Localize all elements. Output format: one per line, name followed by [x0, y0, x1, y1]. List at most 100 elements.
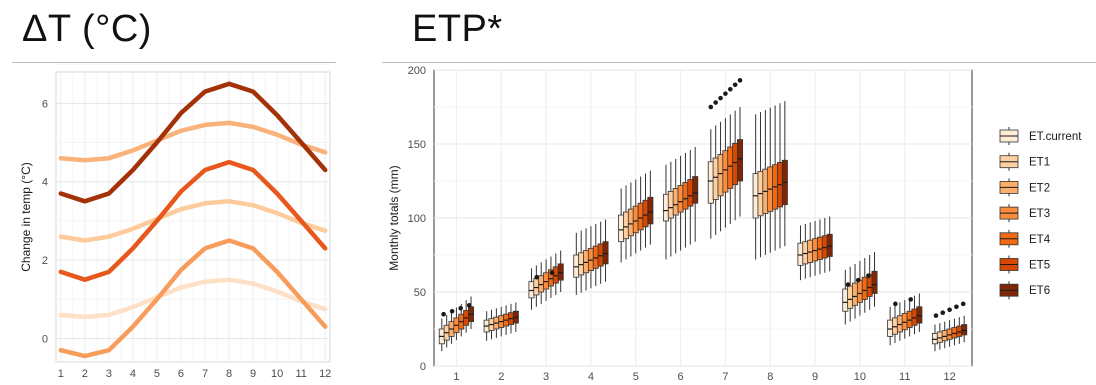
legend-label: ET6 — [1029, 285, 1050, 297]
x-tick-label: 4 — [588, 371, 594, 383]
outlier-point — [934, 313, 939, 318]
box — [848, 286, 853, 308]
legend-label: ET4 — [1029, 234, 1051, 246]
box — [553, 267, 558, 283]
box — [957, 326, 962, 336]
y-tick-label: 0 — [420, 361, 426, 373]
outlier-point — [534, 275, 539, 280]
box — [733, 143, 738, 184]
outlier-point — [738, 78, 743, 83]
legend-label: ET3 — [1029, 208, 1050, 220]
box — [862, 277, 867, 299]
outlier-point — [733, 83, 738, 88]
box — [688, 180, 693, 207]
box — [539, 276, 544, 292]
box — [723, 151, 728, 192]
box — [619, 215, 624, 242]
box — [808, 240, 813, 262]
box — [558, 264, 563, 280]
box — [917, 307, 922, 323]
outlier-point — [961, 302, 966, 307]
box — [623, 212, 628, 239]
x-tick-label: 7 — [722, 371, 728, 383]
x-tick-label: 5 — [633, 371, 639, 383]
outlier-point — [458, 306, 463, 311]
box — [668, 191, 673, 218]
outlier-point — [709, 105, 714, 110]
box — [803, 242, 808, 264]
y-tick-label: 50 — [414, 287, 426, 299]
y-tick-label: 200 — [408, 65, 426, 77]
box — [812, 239, 817, 261]
x-tick-label: 8 — [767, 371, 773, 383]
outlier-point — [856, 278, 861, 283]
box — [603, 242, 608, 264]
box — [628, 209, 633, 236]
box — [598, 244, 603, 266]
legend-label: ET1 — [1029, 157, 1050, 169]
box — [643, 200, 648, 227]
box — [713, 158, 718, 199]
box — [574, 255, 579, 277]
box — [817, 237, 822, 259]
box — [678, 185, 683, 212]
box — [798, 243, 803, 265]
outlier-point — [893, 302, 898, 307]
box — [737, 140, 742, 181]
legend-label: ET.current — [1029, 131, 1082, 143]
box — [843, 289, 848, 311]
y-axis-label: Monthly totals (mm) — [387, 165, 401, 270]
box — [827, 234, 832, 256]
box — [718, 154, 723, 195]
outlier-point — [846, 282, 851, 287]
box — [683, 182, 688, 209]
outlier-point — [954, 305, 959, 310]
legend-entry: ET6 — [1000, 281, 1050, 299]
legend-entry: ET1 — [1000, 153, 1050, 171]
outlier-point — [947, 307, 952, 312]
outlier-point — [866, 273, 871, 278]
box — [693, 177, 698, 204]
legend-entry: ET.current — [1000, 127, 1082, 145]
box — [822, 236, 827, 258]
box — [937, 332, 942, 342]
y-tick-label: 100 — [408, 213, 426, 225]
legend-entry: ET3 — [1000, 204, 1050, 222]
outlier-point — [940, 310, 945, 315]
box — [579, 253, 584, 275]
box — [892, 318, 897, 334]
box — [648, 197, 653, 224]
box — [852, 283, 857, 305]
outlier-point — [450, 309, 455, 314]
outlier-point — [908, 297, 913, 302]
outlier-point — [467, 303, 472, 308]
outlier-point — [728, 87, 733, 92]
box — [728, 147, 733, 188]
box — [902, 313, 907, 329]
legend-entry: ET4 — [1000, 230, 1051, 248]
legend-entry: ET5 — [1000, 256, 1050, 274]
x-tick-label: 11 — [899, 371, 910, 383]
box — [663, 194, 668, 221]
box — [952, 328, 957, 338]
legend-label: ET2 — [1029, 182, 1050, 194]
outlier-point — [723, 91, 728, 96]
legend-entry: ET2 — [1000, 178, 1050, 196]
box — [633, 206, 638, 233]
box — [673, 188, 678, 215]
box — [932, 333, 937, 343]
x-tick-label: 12 — [943, 371, 955, 383]
box — [529, 282, 534, 298]
box — [912, 309, 917, 325]
x-tick-label: 3 — [543, 371, 549, 383]
x-tick-label: 9 — [812, 371, 818, 383]
box — [708, 162, 713, 203]
box — [872, 271, 877, 293]
outlier-point — [550, 270, 555, 275]
box — [593, 246, 598, 268]
box — [897, 316, 902, 332]
box — [534, 279, 539, 295]
x-tick-label: 10 — [854, 371, 866, 383]
y-tick-label: 150 — [408, 139, 426, 151]
